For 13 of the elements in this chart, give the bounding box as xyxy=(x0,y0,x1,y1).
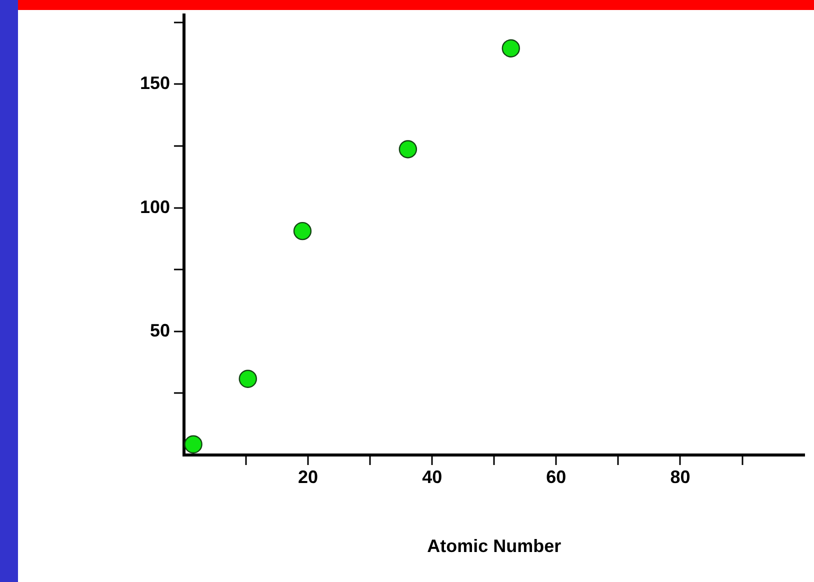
x-tick-label: 20 xyxy=(298,466,318,487)
point xyxy=(502,39,520,58)
x-tick-label: 80 xyxy=(670,466,690,487)
point xyxy=(398,140,418,158)
point xyxy=(184,435,202,454)
point xyxy=(238,370,257,388)
point xyxy=(293,222,312,240)
x-axis-title: Atomic Number xyxy=(427,536,562,556)
y-tick-label: 100 xyxy=(140,196,170,217)
y-tick-label: 50 xyxy=(150,320,170,340)
y-tick-label: 150 xyxy=(140,73,170,94)
x-tick-label: 40 xyxy=(422,466,442,487)
x-tick-label: 60 xyxy=(546,466,566,487)
